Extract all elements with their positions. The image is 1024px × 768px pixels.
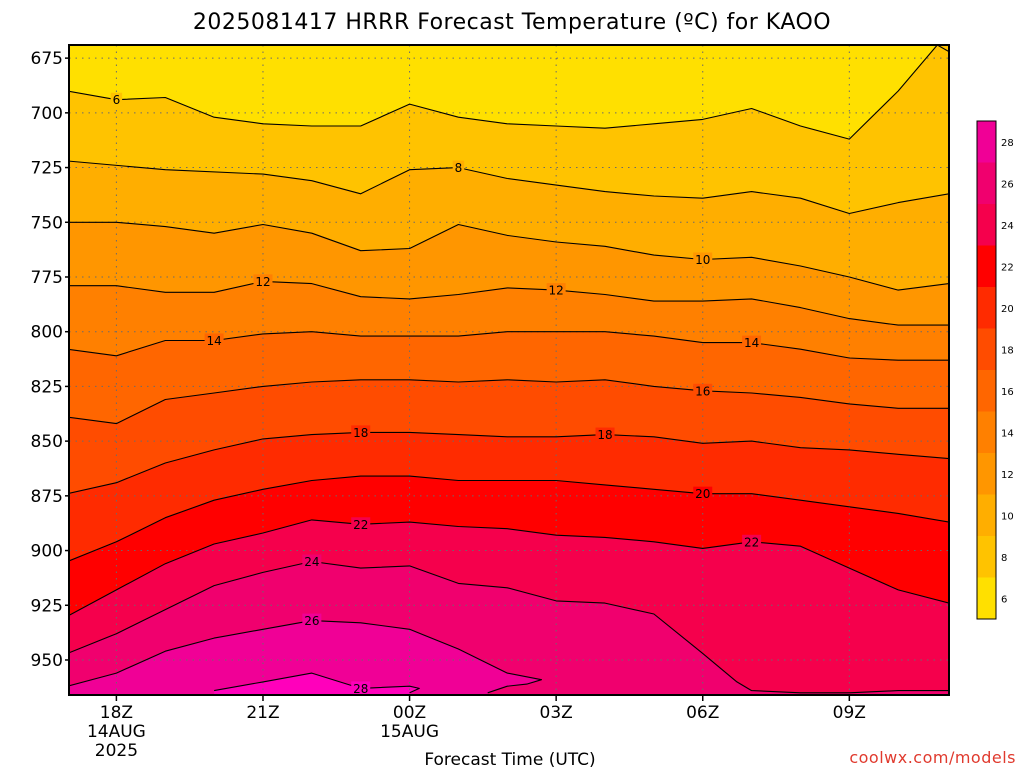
y-tick-label-950: 950 — [31, 651, 63, 671]
chart-title: 2025081417 HRRR Forecast Temperature (ºC… — [193, 10, 831, 35]
colorbar-segment-6 — [977, 328, 996, 370]
contour-label-6-0: 6 — [113, 93, 121, 107]
contour-line-22-9 — [69, 519, 949, 617]
colorbar-tick-16: 16 — [1001, 387, 1014, 398]
contour-label-bg-8-0 — [452, 160, 465, 175]
contour-line-6-0 — [69, 45, 938, 140]
colorbar-tick-6: 6 — [1001, 594, 1007, 605]
contour-label-bg-14-1 — [742, 335, 762, 350]
contour-label-24-0: 24 — [304, 555, 319, 569]
colorbar-segment-9 — [977, 204, 996, 246]
x-tick-label-09Z: 09Z — [833, 703, 866, 723]
contour-line-8-2 — [69, 160, 949, 215]
contour-label-22-1: 22 — [744, 535, 759, 549]
contour-label-bg-18-1 — [595, 427, 615, 442]
y-tick-label-775: 775 — [31, 268, 63, 288]
colorbar-tick-18: 18 — [1001, 345, 1014, 356]
colorbar-segment-7 — [977, 287, 996, 329]
colorbar-tick-26: 26 — [1001, 179, 1014, 190]
contour-label-bg-14-0 — [204, 333, 224, 348]
x-axis-label: Forecast Time (UTC) — [424, 750, 595, 768]
contour-label-28-0: 28 — [353, 682, 368, 696]
credit-link[interactable]: coolwx.com/models — [849, 748, 1016, 767]
contour-label-bg-18-0 — [351, 425, 371, 440]
y-tick-label-750: 750 — [31, 213, 63, 233]
contour-label-18-1: 18 — [597, 428, 612, 442]
contour-label-8-0: 8 — [455, 161, 463, 175]
contour-label-14-1: 14 — [744, 336, 759, 350]
contour-line-20-8 — [69, 475, 949, 562]
colorbar-segment-1 — [977, 536, 996, 578]
y-tick-label-850: 850 — [31, 432, 63, 452]
contour-label-14-0: 14 — [206, 334, 221, 348]
contour-line-24-10 — [69, 560, 949, 694]
band-26-11 — [69, 620, 542, 695]
contour-label-bg-16-0 — [693, 383, 713, 398]
x-tick-label-00Z: 00Z — [393, 703, 426, 723]
contour-line-6-1 — [937, 45, 949, 53]
colorbar-segment-3 — [977, 453, 996, 495]
colorbar-tick-24: 24 — [1001, 221, 1014, 232]
colorbar-tick-20: 20 — [1001, 304, 1014, 315]
y-tick-label-825: 825 — [31, 377, 63, 397]
contour-label-bg-12-1 — [546, 283, 566, 298]
contour-label-bg-6-0 — [110, 92, 123, 107]
contour-label-bg-22-0 — [351, 517, 371, 532]
colorbar-segment-5 — [977, 370, 996, 412]
contour-label-12-0: 12 — [255, 275, 270, 289]
x-tick-date-00Z: 15AUG — [380, 722, 439, 742]
colorbar-segment-2 — [977, 494, 996, 536]
contour-label-12-1: 12 — [549, 284, 564, 298]
contour-label-16-0: 16 — [695, 384, 710, 398]
contour-label-bg-24-0 — [302, 554, 322, 569]
colorbar-segment-8 — [977, 245, 996, 287]
x-tick-date-18Z: 14AUG — [87, 722, 146, 742]
contour-label-bg-22-1 — [742, 534, 762, 549]
contour-label-bg-10-0 — [693, 252, 713, 267]
contour-label-26-0: 26 — [304, 614, 319, 628]
y-tick-label-925: 925 — [31, 596, 63, 616]
contour-label-10-0: 10 — [695, 253, 710, 267]
colorbar-segment-10 — [977, 162, 996, 204]
colorbar-tick-22: 22 — [1001, 262, 1014, 273]
y-tick-label-875: 875 — [31, 487, 63, 507]
y-tick-label-800: 800 — [31, 323, 63, 343]
x-tick-label-03Z: 03Z — [540, 703, 573, 723]
colorbar-tick-14: 14 — [1001, 428, 1014, 439]
x-tick-label-06Z: 06Z — [686, 703, 719, 723]
colorbar-segment-4 — [977, 411, 996, 453]
y-tick-label-675: 675 — [31, 49, 63, 69]
colorbar-frame — [976, 120, 997, 620]
colorbar-tick-28: 28 — [1001, 138, 1014, 149]
contour-label-bg-20-0 — [693, 486, 713, 501]
colorbar-tick-10: 10 — [1001, 511, 1014, 522]
y-tick-label-725: 725 — [31, 159, 63, 179]
x-tick-year-18Z: 2025 — [95, 741, 138, 761]
contour-line-12-4 — [69, 280, 949, 326]
y-tick-label-900: 900 — [31, 542, 63, 562]
colorbar-tick-12: 12 — [1001, 470, 1014, 481]
contour-label-bg-28-0 — [351, 681, 371, 696]
colorbar-segment-11 — [977, 121, 996, 163]
contour-label-bg-26-0 — [302, 613, 322, 628]
contour-label-22-0: 22 — [353, 518, 368, 532]
x-tick-label-18Z: 18Z — [100, 703, 133, 723]
colorbar-tick-8: 8 — [1001, 553, 1007, 564]
contour-label-18-0: 18 — [353, 426, 368, 440]
plot-frame — [68, 44, 950, 696]
contour-label-bg-12-0 — [253, 274, 273, 289]
contour-line-18-7 — [69, 431, 949, 494]
contour-line-16-6 — [69, 379, 949, 425]
x-tick-label-21Z: 21Z — [246, 703, 279, 723]
colorbar-segment-0 — [977, 577, 996, 619]
contour-line-26-11 — [69, 620, 543, 694]
contour-line-10-3 — [69, 221, 949, 291]
contour-label-20-0: 20 — [695, 487, 710, 501]
y-tick-label-700: 700 — [31, 104, 63, 124]
